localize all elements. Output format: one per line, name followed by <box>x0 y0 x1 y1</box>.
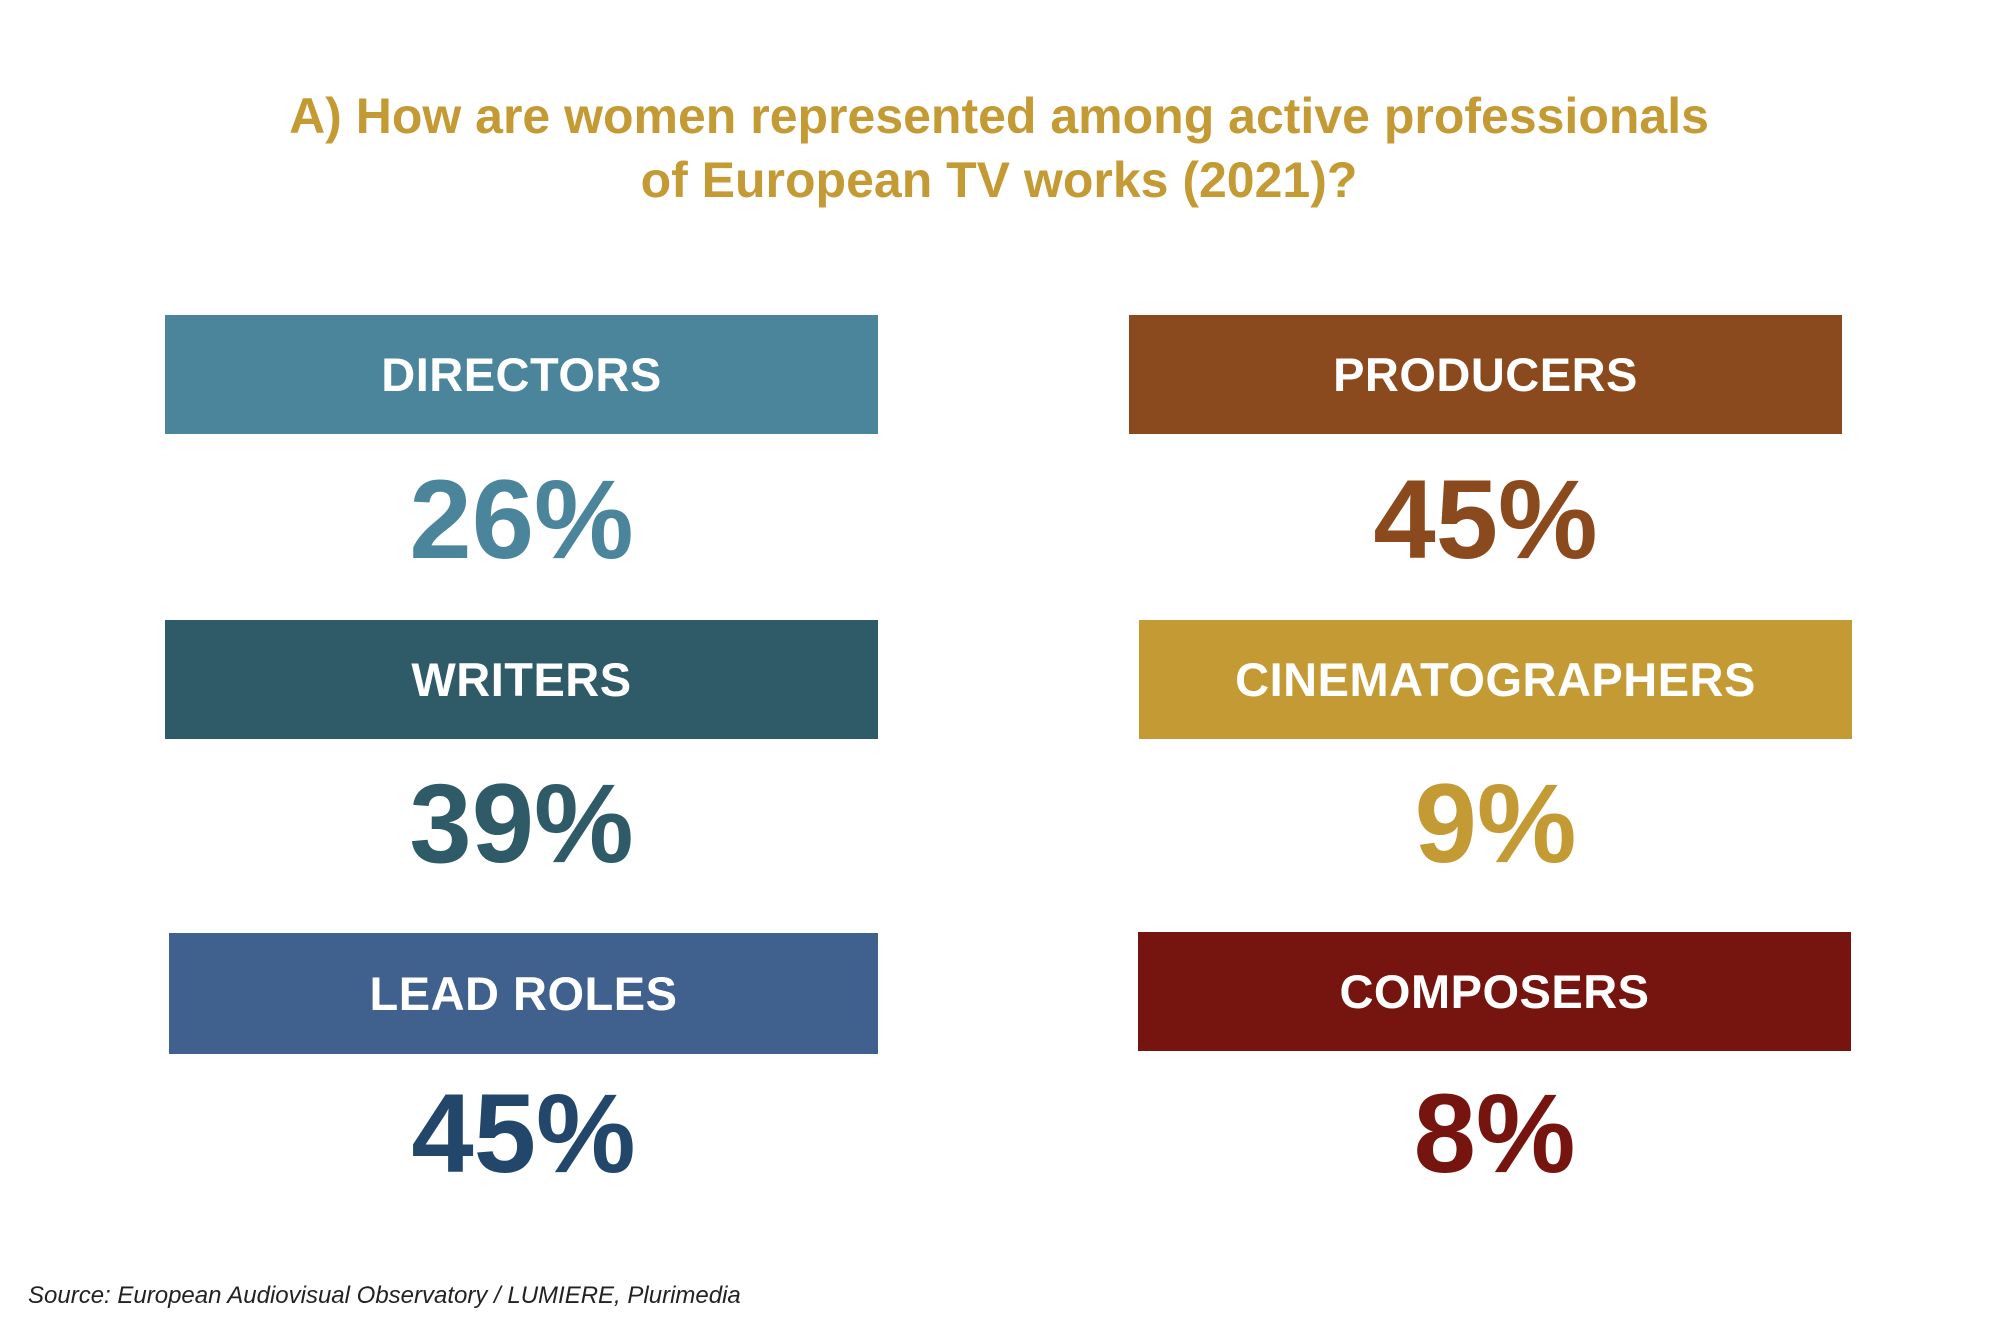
percentage-value-directors: 26% <box>409 457 634 582</box>
category-banner-producers: PRODUCERS <box>1129 315 1842 434</box>
category-label: PRODUCERS <box>1333 348 1638 401</box>
chart-title: A) How are women represented among activ… <box>0 84 1998 212</box>
percentage-value-composers: 8% <box>1413 1071 1576 1196</box>
chart-title-line-1: A) How are women represented among activ… <box>289 88 1709 144</box>
percentage-value-producers: 45% <box>1373 457 1598 582</box>
category-banner-composers: COMPOSERS <box>1138 932 1851 1051</box>
category-label: LEAD ROLES <box>369 967 678 1020</box>
percentage-value-writers: 39% <box>409 761 634 886</box>
category-label: WRITERS <box>411 653 632 706</box>
category-label: DIRECTORS <box>381 348 662 401</box>
category-banner-directors: DIRECTORS <box>165 315 878 434</box>
percentage-value-lead-roles: 45% <box>411 1071 636 1196</box>
category-label: COMPOSERS <box>1339 965 1650 1018</box>
source-note: Source: European Audiovisual Observatory… <box>28 1282 741 1309</box>
category-banner-lead-roles: LEAD ROLES <box>169 933 878 1054</box>
category-banner-writers: WRITERS <box>165 620 878 739</box>
category-label: CINEMATOGRAPHERS <box>1235 653 1756 706</box>
chart-title-line-2: of European TV works (2021)? <box>640 152 1358 208</box>
category-banner-cinematographers: CINEMATOGRAPHERS <box>1139 620 1852 739</box>
percentage-value-cinematographers: 9% <box>1414 761 1577 886</box>
